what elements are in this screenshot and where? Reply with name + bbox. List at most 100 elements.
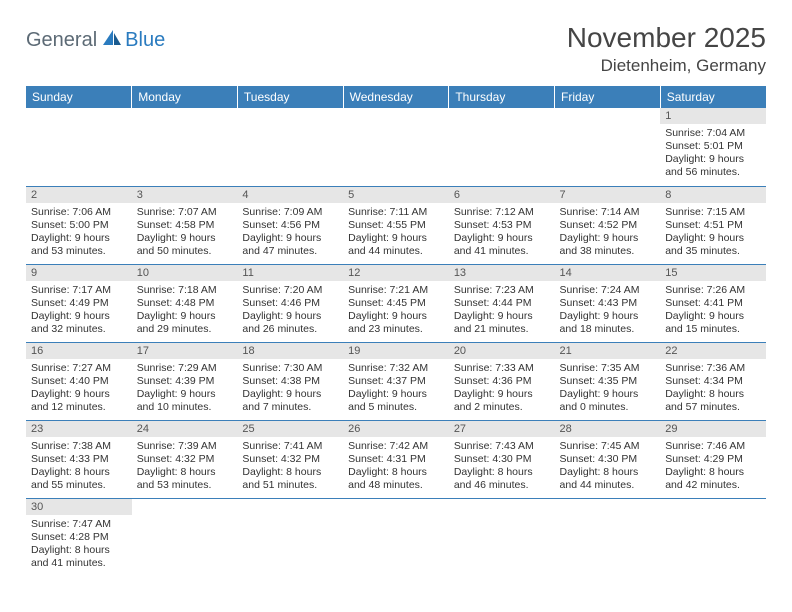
sunset-text: Sunset: 4:46 PM [242,297,338,310]
location: Dietenheim, Germany [567,56,766,76]
day-body: Sunrise: 7:12 AMSunset: 4:53 PMDaylight:… [449,203,555,262]
sunset-text: Sunset: 4:37 PM [348,375,444,388]
daylight-text: Daylight: 9 hours and 41 minutes. [454,232,550,258]
daylight-text: Daylight: 8 hours and 42 minutes. [665,466,761,492]
day-number: 3 [132,187,238,203]
day-body: Sunrise: 7:33 AMSunset: 4:36 PMDaylight:… [449,359,555,418]
day-number: 10 [132,265,238,281]
sunrise-text: Sunrise: 7:20 AM [242,284,338,297]
sunrise-text: Sunrise: 7:14 AM [560,206,656,219]
sunset-text: Sunset: 4:44 PM [454,297,550,310]
daylight-text: Daylight: 9 hours and 32 minutes. [31,310,127,336]
day-number: 13 [449,265,555,281]
day-body: Sunrise: 7:32 AMSunset: 4:37 PMDaylight:… [343,359,449,418]
day-number: 2 [26,187,132,203]
day-number: 21 [555,343,661,359]
day-number: 7 [555,187,661,203]
calendar-day: 23Sunrise: 7:38 AMSunset: 4:33 PMDayligh… [26,420,132,498]
day-body: Sunrise: 7:45 AMSunset: 4:30 PMDaylight:… [555,437,661,496]
day-body: Sunrise: 7:15 AMSunset: 4:51 PMDaylight:… [660,203,766,262]
sunrise-text: Sunrise: 7:06 AM [31,206,127,219]
calendar-day: 3Sunrise: 7:07 AMSunset: 4:58 PMDaylight… [132,186,238,264]
daylight-text: Daylight: 9 hours and 18 minutes. [560,310,656,336]
daylight-text: Daylight: 8 hours and 46 minutes. [454,466,550,492]
day-number: 28 [555,421,661,437]
day-number: 30 [26,499,132,515]
calendar-week: 16Sunrise: 7:27 AMSunset: 4:40 PMDayligh… [26,342,766,420]
day-body: Sunrise: 7:38 AMSunset: 4:33 PMDaylight:… [26,437,132,496]
daylight-text: Daylight: 9 hours and 26 minutes. [242,310,338,336]
sunset-text: Sunset: 5:00 PM [31,219,127,232]
calendar-day: 10Sunrise: 7:18 AMSunset: 4:48 PMDayligh… [132,264,238,342]
sunset-text: Sunset: 4:32 PM [137,453,233,466]
day-header: Saturday [660,86,766,108]
sunrise-text: Sunrise: 7:32 AM [348,362,444,375]
day-body: Sunrise: 7:36 AMSunset: 4:34 PMDaylight:… [660,359,766,418]
daylight-text: Daylight: 8 hours and 51 minutes. [242,466,338,492]
daylight-text: Daylight: 9 hours and 5 minutes. [348,388,444,414]
calendar-day: 24Sunrise: 7:39 AMSunset: 4:32 PMDayligh… [132,420,238,498]
calendar-day-blank [343,108,449,186]
day-body: Sunrise: 7:06 AMSunset: 5:00 PMDaylight:… [26,203,132,262]
day-number: 18 [237,343,343,359]
sunrise-text: Sunrise: 7:21 AM [348,284,444,297]
daylight-text: Daylight: 9 hours and 47 minutes. [242,232,338,258]
sunset-text: Sunset: 4:30 PM [560,453,656,466]
calendar-day-blank [132,108,238,186]
month-title: November 2025 [567,22,766,54]
day-number: 14 [555,265,661,281]
calendar-day: 1Sunrise: 7:04 AMSunset: 5:01 PMDaylight… [660,108,766,186]
daylight-text: Daylight: 9 hours and 56 minutes. [665,153,761,179]
day-body: Sunrise: 7:07 AMSunset: 4:58 PMDaylight:… [132,203,238,262]
day-body: Sunrise: 7:20 AMSunset: 4:46 PMDaylight:… [237,281,343,340]
daylight-text: Daylight: 9 hours and 2 minutes. [454,388,550,414]
daylight-text: Daylight: 8 hours and 53 minutes. [137,466,233,492]
sunrise-text: Sunrise: 7:04 AM [665,127,761,140]
day-body: Sunrise: 7:18 AMSunset: 4:48 PMDaylight:… [132,281,238,340]
day-body: Sunrise: 7:29 AMSunset: 4:39 PMDaylight:… [132,359,238,418]
day-number: 19 [343,343,449,359]
calendar-day: 9Sunrise: 7:17 AMSunset: 4:49 PMDaylight… [26,264,132,342]
daylight-text: Daylight: 9 hours and 0 minutes. [560,388,656,414]
day-number: 1 [660,108,766,124]
daylight-text: Daylight: 9 hours and 10 minutes. [137,388,233,414]
daylight-text: Daylight: 9 hours and 38 minutes. [560,232,656,258]
day-number: 16 [26,343,132,359]
calendar-day-blank [132,498,238,576]
calendar-day-blank [449,498,555,576]
calendar-day-blank [237,498,343,576]
day-number: 15 [660,265,766,281]
sunrise-text: Sunrise: 7:15 AM [665,206,761,219]
day-body: Sunrise: 7:17 AMSunset: 4:49 PMDaylight:… [26,281,132,340]
sunrise-text: Sunrise: 7:09 AM [242,206,338,219]
sunrise-text: Sunrise: 7:41 AM [242,440,338,453]
sunset-text: Sunset: 4:34 PM [665,375,761,388]
daylight-text: Daylight: 9 hours and 53 minutes. [31,232,127,258]
calendar-day: 27Sunrise: 7:43 AMSunset: 4:30 PMDayligh… [449,420,555,498]
sunset-text: Sunset: 4:28 PM [31,531,127,544]
calendar-day-blank [26,108,132,186]
day-body: Sunrise: 7:26 AMSunset: 4:41 PMDaylight:… [660,281,766,340]
day-number: 11 [237,265,343,281]
sunset-text: Sunset: 4:41 PM [665,297,761,310]
day-header: Monday [132,86,238,108]
sunrise-text: Sunrise: 7:39 AM [137,440,233,453]
daylight-text: Daylight: 8 hours and 41 minutes. [31,544,127,570]
day-number: 20 [449,343,555,359]
sunrise-text: Sunrise: 7:42 AM [348,440,444,453]
calendar-day: 13Sunrise: 7:23 AMSunset: 4:44 PMDayligh… [449,264,555,342]
day-body: Sunrise: 7:30 AMSunset: 4:38 PMDaylight:… [237,359,343,418]
day-number: 5 [343,187,449,203]
sunset-text: Sunset: 4:45 PM [348,297,444,310]
daylight-text: Daylight: 9 hours and 44 minutes. [348,232,444,258]
calendar-day: 21Sunrise: 7:35 AMSunset: 4:35 PMDayligh… [555,342,661,420]
day-number: 17 [132,343,238,359]
sunset-text: Sunset: 4:35 PM [560,375,656,388]
calendar-day: 6Sunrise: 7:12 AMSunset: 4:53 PMDaylight… [449,186,555,264]
day-header: Friday [555,86,661,108]
sunrise-text: Sunrise: 7:30 AM [242,362,338,375]
calendar-week: 1Sunrise: 7:04 AMSunset: 5:01 PMDaylight… [26,108,766,186]
calendar-day: 16Sunrise: 7:27 AMSunset: 4:40 PMDayligh… [26,342,132,420]
day-number: 23 [26,421,132,437]
sunset-text: Sunset: 4:32 PM [242,453,338,466]
